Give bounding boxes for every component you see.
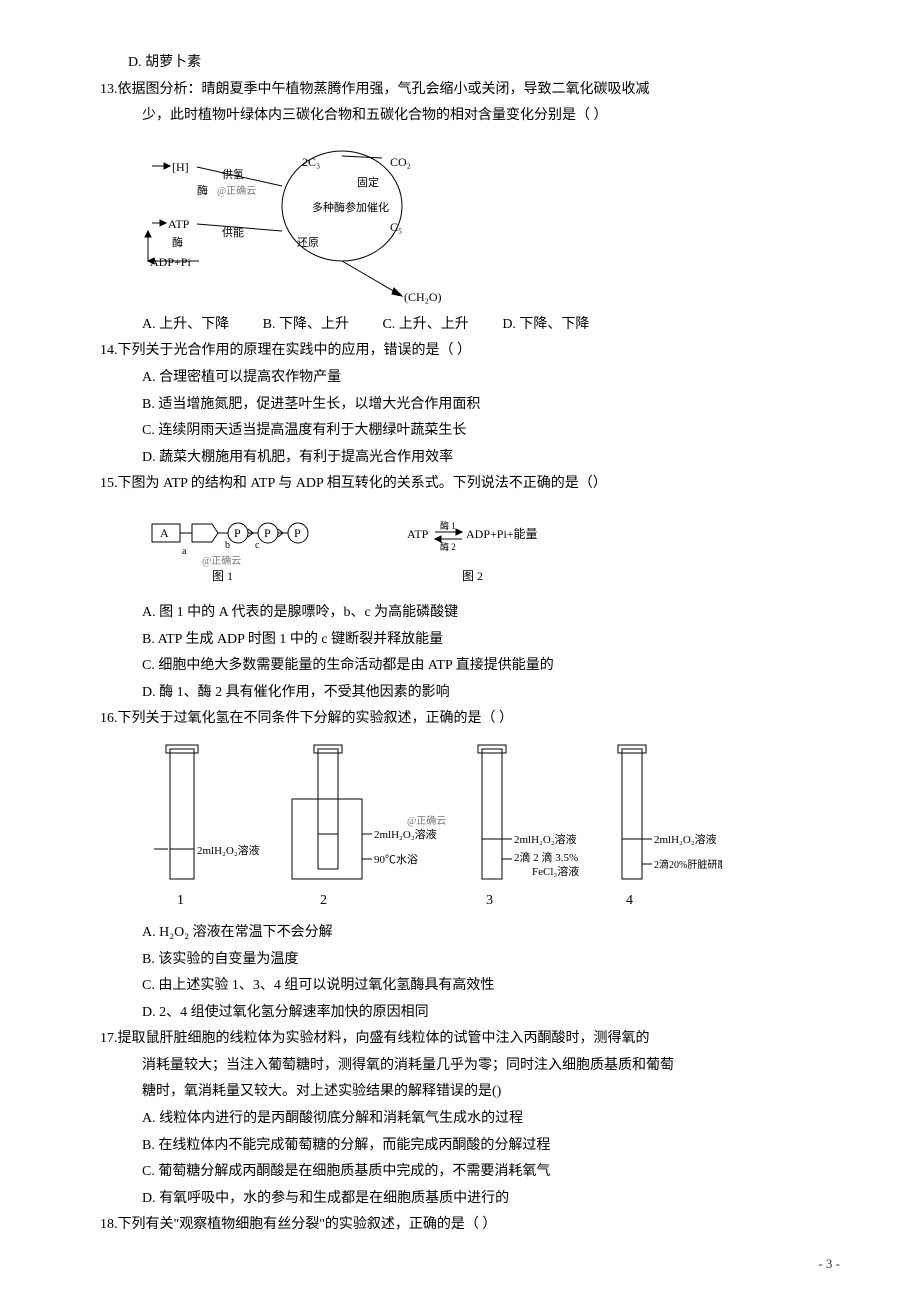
svg-text:供氢: 供氢 — [222, 167, 244, 181]
svg-text:1: 1 — [177, 893, 184, 908]
q14-option-d: D. 蔬菜大棚施用有机肥，有利于提高光合作用效率 — [100, 445, 840, 472]
q15-option-d: D. 酶 1、酶 2 具有催化作用，不受其他因素的影响 — [100, 680, 840, 707]
q16-option-b: B. 该实验的自变量为温度 — [100, 947, 840, 974]
svg-text:酶: 酶 — [172, 236, 183, 249]
svg-text:2滴 2 滴 3.5%: 2滴 2 滴 3.5% — [514, 850, 578, 864]
q16-option-a: A. H₂O₂ 溶液在常温下不会分解 — [100, 920, 840, 947]
q13-number: 13. — [100, 82, 118, 97]
q14-text: 下列关于光合作用的原理在实践中的应用，错误的是（ ） — [118, 343, 472, 358]
q16-number: 16. — [100, 711, 118, 726]
q15-option-b: B. ATP 生成 ADP 时图 1 中的 c 键断裂并释放能量 — [100, 627, 840, 654]
q16-text: 下列关于过氧化氢在不同条件下分解的实验叙述，正确的是（ ） — [118, 711, 514, 726]
svg-text:P: P — [234, 526, 241, 540]
q17-option-c: C. 葡萄糖分解成丙酮酸是在细胞质基质中完成的，不需要消耗氧气 — [100, 1159, 840, 1186]
q18-text: 下列有关"观察植物细胞有丝分裂"的实验叙述，正确的是（ ） — [118, 1217, 497, 1232]
svg-text:P: P — [264, 526, 271, 540]
svg-text:a: a — [182, 546, 187, 557]
q17-option-d: D. 有氧呼吸中，水的参与和生成都是在细胞质基质中进行的 — [100, 1186, 840, 1213]
q13-text1: 依据图分析：晴朗夏季中午植物蒸腾作用强，气孔会缩小或关闭，导致二氧化碳吸收减 — [118, 82, 650, 97]
svg-text:图 1: 图 1 — [212, 569, 233, 583]
q13-stem-line1: 13.依据图分析：晴朗夏季中午植物蒸腾作用强，气孔会缩小或关闭，导致二氧化碳吸收… — [100, 77, 840, 104]
svg-text:c: c — [255, 540, 260, 551]
q13-options: A. 上升、下降 B. 下降、上升 C. 上升、上升 D. 下降、下降 — [100, 312, 840, 339]
svg-text:b: b — [225, 540, 230, 551]
svg-text:ATP: ATP — [407, 527, 429, 541]
svg-text:90℃水浴: 90℃水浴 — [374, 853, 418, 866]
svg-text:酶: 酶 — [197, 184, 208, 197]
q13-stem-line2: 少，此时植物叶绿体内三碳化合物和五碳化合物的相对含量变化分别是（ ） — [100, 103, 840, 130]
svg-text:2滴20%肝脏研磨液: 2滴20%肝脏研磨液 — [654, 858, 722, 871]
q15-option-c: C. 细胞中绝大多数需要能量的生命活动都是由 ATP 直接提供能量的 — [100, 653, 840, 680]
q13-option-a: A. 上升、下降 — [142, 317, 229, 332]
svg-text:2: 2 — [320, 893, 327, 908]
q15-figure: A a P b P c P @正确云 图 1 ATP — [142, 504, 840, 594]
svg-text:@正确云: @正确云 — [217, 184, 256, 197]
svg-text:3: 3 — [486, 893, 493, 908]
q17-option-a: A. 线粒体内进行的是丙酮酸彻底分解和消耗氧气生成水的过程 — [100, 1106, 840, 1133]
q14-option-b: B. 适当增施氮肥，促进茎叶生长，以增大光合作用面积 — [100, 392, 840, 419]
q16-figure: 2mlH₂O₂溶液 1 2mlH₂O₂溶液 90℃水浴 2 @正确云 — [142, 739, 840, 914]
svg-text:C₅: C₅ — [390, 220, 402, 234]
svg-text:FeCl₃溶液: FeCl₃溶液 — [532, 864, 579, 878]
svg-text:还原: 还原 — [297, 236, 319, 249]
svg-text:@正确云: @正确云 — [407, 814, 446, 827]
q13-option-c: C. 上升、上升 — [382, 317, 468, 332]
q17-text1: 提取鼠肝脏细胞的线粒体为实验材料，向盛有线粒体的试管中注入丙酮酸时，测得氧的 — [118, 1031, 650, 1046]
q17-stem-line3: 糖时，氧消耗量又较大。对上述实验结果的解释错误的是() — [100, 1079, 840, 1106]
svg-text:A: A — [160, 526, 169, 540]
svg-text:2mlH₂O₂溶液: 2mlH₂O₂溶液 — [514, 832, 577, 846]
q14-option-c: C. 连续阴雨天适当提高温度有利于大棚绿叶蔬菜生长 — [100, 418, 840, 445]
svg-text:图 2: 图 2 — [462, 569, 483, 583]
q16-stem: 16.下列关于过氧化氢在不同条件下分解的实验叙述，正确的是（ ） — [100, 706, 840, 733]
svg-text:@正确云: @正确云 — [202, 554, 241, 567]
svg-text:2mlH₂O₂溶液: 2mlH₂O₂溶液 — [374, 827, 437, 841]
svg-text:2C₃: 2C₃ — [302, 155, 320, 169]
q15-text: 下图为 ATP 的结构和 ATP 与 ADP 相互转化的关系式。下列说法不正确的… — [118, 476, 607, 491]
q13-figure: 2C₃ CO₂ 固定 多种酶参加催化 还原 C₅ (CH₂O) [H] 供氢 酶… — [142, 136, 840, 306]
svg-text:2mlH₂O₂溶液: 2mlH₂O₂溶液 — [654, 832, 717, 846]
page-footer: - 3 - — [818, 1256, 840, 1272]
q17-stem-line2: 消耗量较大；当注入葡萄糖时，测得氧的消耗量几乎为零；同时注入细胞质基质和葡萄 — [100, 1053, 840, 1080]
q15-option-a: A. 图 1 中的 A 代表的是腺嘌呤，b、c 为高能磷酸键 — [100, 600, 840, 627]
q16-option-c: C. 由上述实验 1、3、4 组可以说明过氧化氢酶具有高效性 — [100, 973, 840, 1000]
q14-stem: 14.下列关于光合作用的原理在实践中的应用，错误的是（ ） — [100, 338, 840, 365]
svg-text:P: P — [294, 526, 301, 540]
q15-stem: 15.下图为 ATP 的结构和 ATP 与 ADP 相互转化的关系式。下列说法不… — [100, 471, 840, 498]
q18-stem: 18.下列有关"观察植物细胞有丝分裂"的实验叙述，正确的是（ ） — [100, 1212, 840, 1239]
svg-text:ADP+Pi: ADP+Pi — [150, 255, 191, 269]
q17-option-b: B. 在线粒体内不能完成葡萄糖的分解，而能完成丙酮酸的分解过程 — [100, 1133, 840, 1160]
q15-number: 15. — [100, 476, 118, 491]
q14-number: 14. — [100, 343, 118, 358]
svg-text:[H]: [H] — [172, 160, 189, 174]
svg-text:2mlH₂O₂溶液: 2mlH₂O₂溶液 — [197, 843, 260, 857]
svg-text:固定: 固定 — [357, 175, 379, 189]
q13-option-b: B. 下降、上升 — [263, 317, 349, 332]
svg-text:供能: 供能 — [222, 225, 244, 239]
q12-option-d: D. 胡萝卜素 — [100, 50, 840, 77]
svg-text:CO₂: CO₂ — [390, 155, 411, 169]
q17-stem-line1: 17.提取鼠肝脏细胞的线粒体为实验材料，向盛有线粒体的试管中注入丙酮酸时，测得氧… — [100, 1026, 840, 1053]
svg-text:酶 1: 酶 1 — [440, 520, 456, 531]
svg-text:ATP: ATP — [168, 217, 190, 231]
q17-number: 17. — [100, 1031, 118, 1046]
q16-option-d: D. 2、4 组使过氧化氢分解速率加快的原因相同 — [100, 1000, 840, 1027]
q13-option-d: D. 下降、下降 — [502, 317, 589, 332]
svg-text:4: 4 — [626, 893, 633, 908]
exam-page: D. 胡萝卜素 13.依据图分析：晴朗夏季中午植物蒸腾作用强，气孔会缩小或关闭，… — [0, 0, 920, 1302]
q14-option-a: A. 合理密植可以提高农作物产量 — [100, 365, 840, 392]
q18-number: 18. — [100, 1217, 118, 1232]
svg-text:多种酶参加催化: 多种酶参加催化 — [312, 200, 389, 214]
svg-text:ADP+Pi+能量: ADP+Pi+能量 — [466, 527, 538, 541]
svg-text:(CH₂O): (CH₂O) — [404, 290, 442, 304]
svg-text:酶 2: 酶 2 — [440, 541, 456, 552]
